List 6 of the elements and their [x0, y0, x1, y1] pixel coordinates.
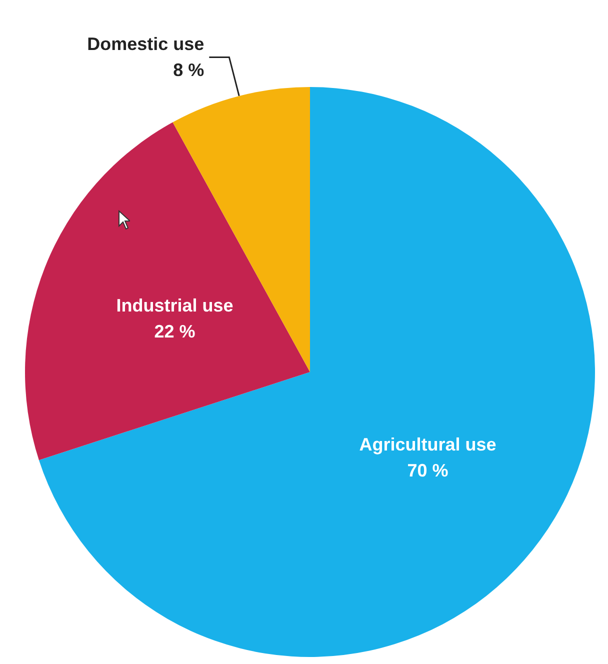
data-label: 70 % [407, 460, 448, 481]
slice-label: Agricultural use [359, 434, 496, 455]
data-label: 22 % [154, 321, 196, 342]
slice-label: Industrial use [116, 295, 234, 316]
data-label: 8 % [173, 60, 204, 80]
slice-label: Domestic use [87, 34, 204, 54]
